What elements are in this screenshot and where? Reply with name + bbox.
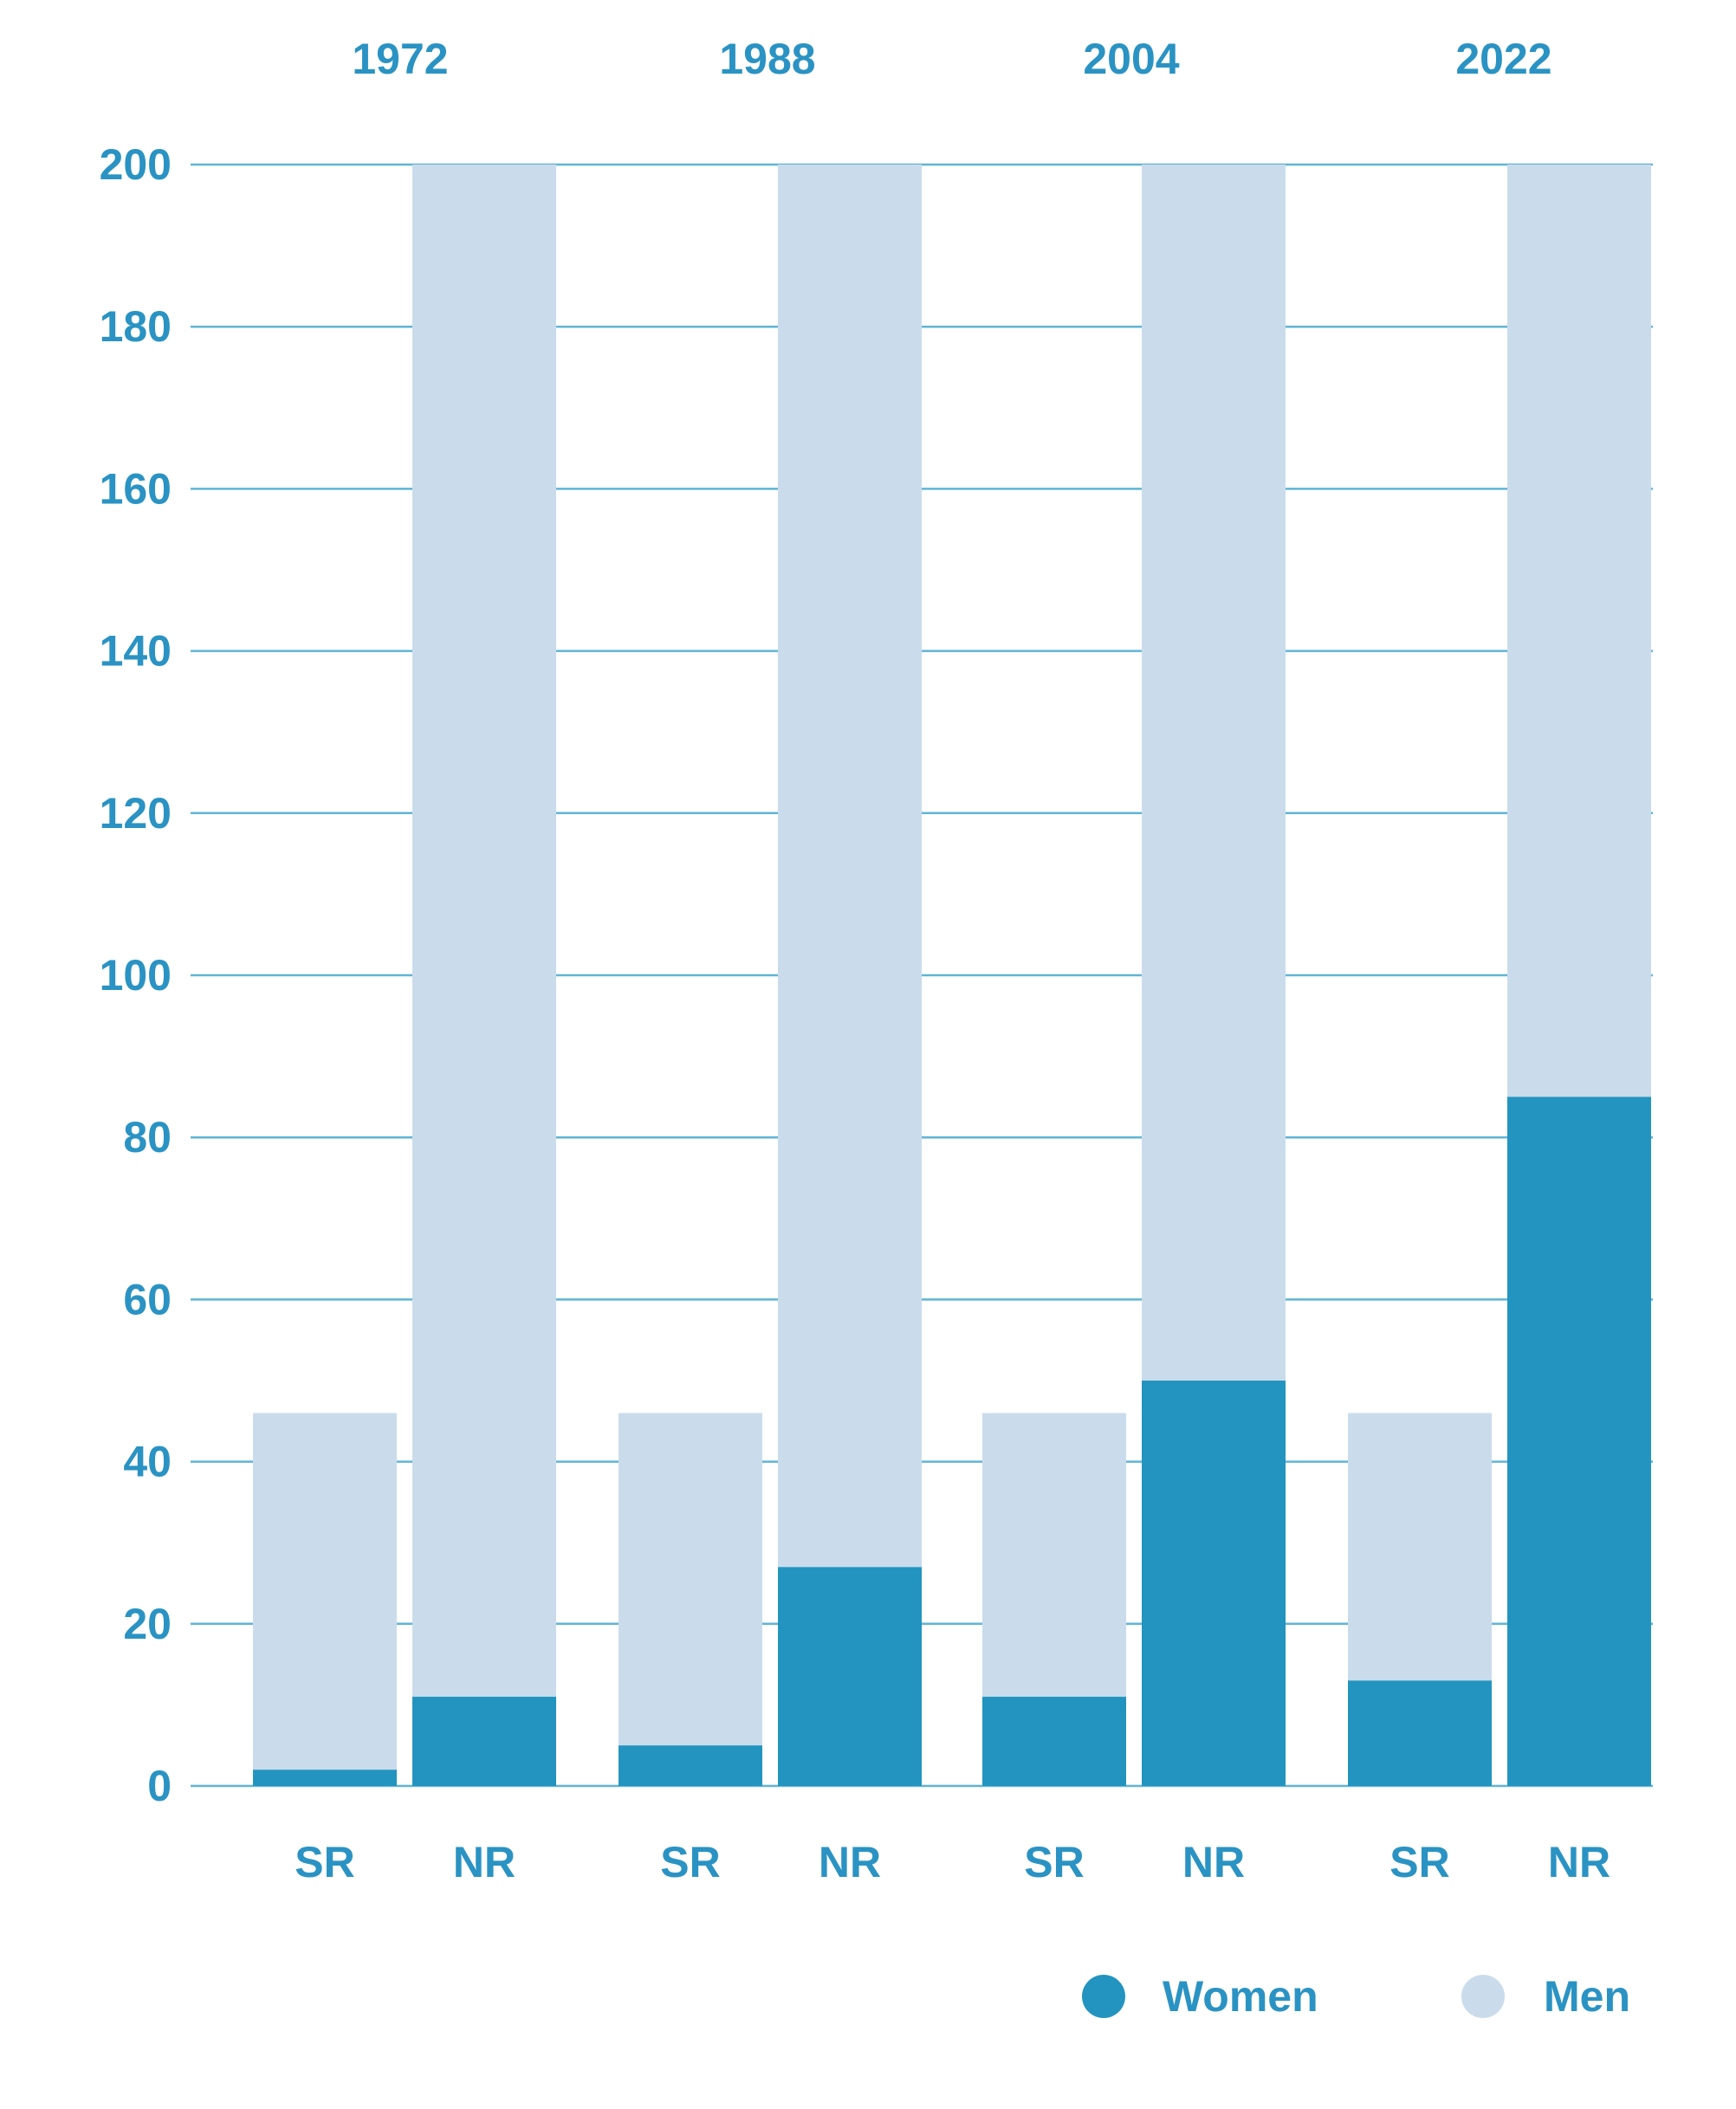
bar-men <box>253 1413 397 1770</box>
group-label: 1972 <box>352 35 448 83</box>
bar-label: SR <box>1389 1838 1449 1886</box>
legend-label: Men <box>1544 1972 1630 2021</box>
bar-women <box>619 1745 762 1786</box>
bar-label: NR <box>1548 1838 1610 1886</box>
bar-men <box>412 165 556 1698</box>
bar-women <box>982 1697 1126 1786</box>
group-label: 2004 <box>1083 35 1179 83</box>
bar-label: NR <box>819 1838 881 1886</box>
y-tick-label: 0 <box>147 1762 172 1810</box>
bar-label: SR <box>660 1838 720 1886</box>
group-label: 2022 <box>1455 35 1551 83</box>
y-tick-label: 40 <box>123 1438 172 1486</box>
y-tick-label: 120 <box>100 789 172 838</box>
bar-men <box>619 1413 762 1746</box>
y-tick-label: 180 <box>100 302 172 351</box>
legend-label: Women <box>1163 1972 1318 2021</box>
y-tick-label: 80 <box>123 1113 172 1161</box>
legend-swatch <box>1082 1975 1125 2018</box>
legend-swatch <box>1461 1975 1505 2018</box>
y-tick-label: 200 <box>100 140 172 189</box>
y-tick-label: 60 <box>123 1275 172 1323</box>
bar-women <box>253 1769 397 1786</box>
y-tick-label: 20 <box>123 1600 172 1648</box>
bar-men <box>1507 165 1651 1097</box>
bar-label: SR <box>295 1838 354 1886</box>
bar-women <box>778 1567 922 1786</box>
y-tick-label: 140 <box>100 627 172 676</box>
group-label: 1988 <box>719 35 815 83</box>
y-tick-label: 100 <box>100 951 172 1000</box>
bar-women <box>1142 1381 1286 1786</box>
bar-label: NR <box>453 1838 515 1886</box>
bar-women <box>1507 1097 1651 1786</box>
bar-women <box>1348 1680 1492 1786</box>
bar-men <box>982 1413 1126 1698</box>
bar-men <box>1142 165 1286 1381</box>
bar-men <box>1348 1413 1492 1681</box>
bar-label: SR <box>1024 1838 1084 1886</box>
y-tick-label: 160 <box>100 464 172 513</box>
bar-label: NR <box>1182 1838 1245 1886</box>
bar-men <box>778 165 922 1568</box>
bar-women <box>412 1697 556 1786</box>
